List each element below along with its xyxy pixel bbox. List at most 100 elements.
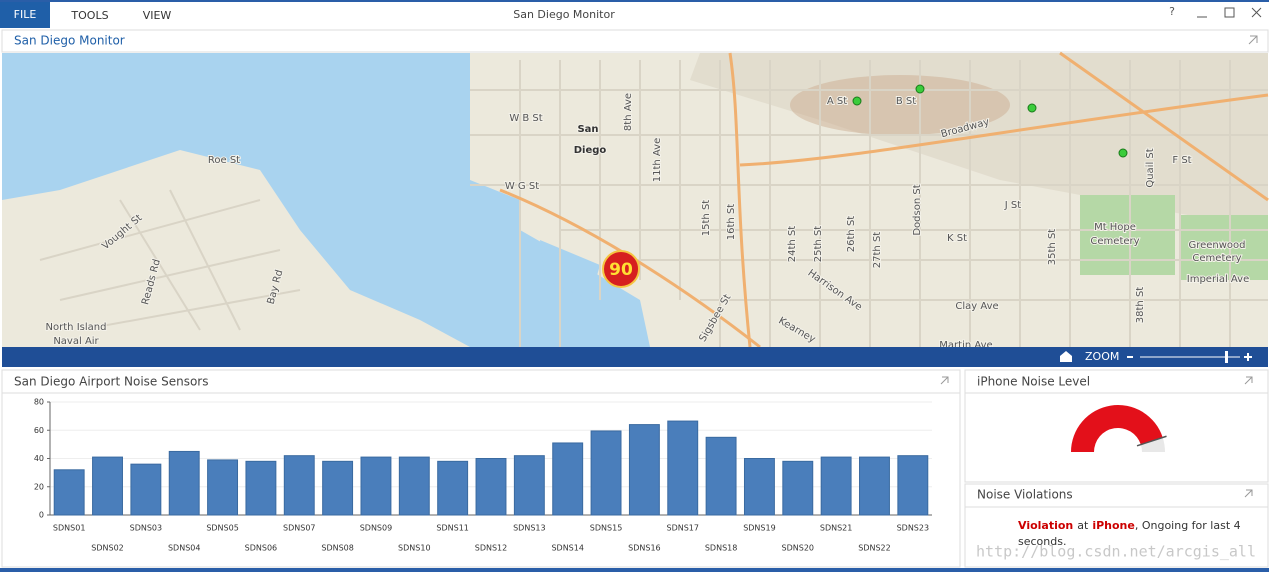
gauge-arc: [1071, 404, 1163, 452]
noise-marker-label: 90: [609, 260, 633, 280]
bar: [743, 458, 775, 516]
map-label: 27th St: [872, 232, 883, 269]
x-tick-label: SDNS19: [743, 524, 775, 533]
bar: [782, 460, 814, 516]
violation-text-2: seconds.: [1018, 535, 1066, 548]
map-park: [1180, 215, 1268, 280]
expand-icon[interactable]: [1244, 376, 1253, 385]
bar: [53, 469, 85, 516]
map-label: Clay Ave: [955, 301, 998, 312]
map-label: Dodson St: [912, 184, 923, 235]
map-highways: [499, 51, 1269, 349]
gauge-title: iPhone Noise Level: [977, 375, 1090, 389]
expand-icon[interactable]: [1244, 489, 1253, 498]
violations-panel: [964, 483, 1269, 568]
violation-word: Violation: [1018, 519, 1073, 532]
map-label: 11th Ave: [652, 138, 663, 183]
bar: [283, 455, 315, 516]
expand-icon[interactable]: [940, 376, 949, 385]
bar: [207, 459, 239, 516]
home-button[interactable]: [1060, 351, 1072, 362]
x-tick-label: SDNS13: [513, 524, 545, 533]
x-tick-label: SDNS04: [168, 544, 200, 553]
map-label: San: [577, 124, 598, 135]
bar: [245, 460, 277, 516]
map-label: K St: [947, 233, 967, 244]
map-title: San Diego Monitor: [14, 34, 125, 48]
x-tick-label: SDNS05: [206, 524, 238, 533]
bar: [475, 458, 507, 516]
zoom-in[interactable]: [1244, 353, 1252, 361]
top-border: [0, 0, 1269, 2]
map-water: [2, 53, 650, 347]
map-label: W G St: [505, 181, 539, 192]
bar: [820, 456, 852, 516]
zoom-thumb[interactable]: [1225, 351, 1228, 363]
map-label: Quail St: [1145, 148, 1156, 187]
map-park: [1080, 195, 1175, 275]
x-tick-label: SDNS12: [475, 544, 507, 553]
bottom-border: [0, 568, 1269, 572]
bar: [628, 424, 660, 516]
y-tick-label: 80: [34, 398, 44, 407]
x-tick-label: SDNS22: [858, 544, 890, 553]
x-tick-label: SDNS20: [782, 544, 814, 553]
violation-device: iPhone: [1092, 519, 1135, 532]
gauge-track: [1140, 437, 1165, 452]
bar: [667, 420, 699, 516]
violations-title: Noise Violations: [977, 488, 1073, 502]
map-label: 15th St: [701, 200, 712, 237]
x-tick-label: SDNS16: [628, 544, 660, 553]
close-button[interactable]: [1251, 7, 1262, 18]
window-title: San Diego Monitor: [513, 8, 615, 21]
map-water: [540, 240, 600, 300]
gauge-value: 90.00: [1101, 439, 1136, 452]
map-label: 35th St: [1047, 229, 1058, 266]
menu-view[interactable]: VIEW: [143, 9, 172, 22]
maximize-button[interactable]: [1224, 7, 1235, 18]
bar: [513, 455, 545, 516]
gauge-needle: [1136, 435, 1167, 447]
map-label: Mt Hope: [1094, 222, 1136, 233]
chart-title: San Diego Airport Noise Sensors: [14, 375, 209, 389]
map-toolbar: [2, 347, 1268, 367]
map-label: B St: [896, 96, 916, 107]
menu-tools[interactable]: TOOLS: [70, 9, 108, 22]
menu-file[interactable]: FILE: [14, 8, 37, 21]
x-tick-label: SDNS15: [590, 524, 622, 533]
bar: [859, 456, 890, 516]
map-label: North Island: [46, 322, 107, 333]
map-label: W B St: [509, 113, 542, 124]
help-button[interactable]: ?: [1169, 5, 1175, 18]
sensor-dots: [852, 84, 1128, 158]
bar: [360, 456, 392, 516]
map-header: [1, 29, 1269, 53]
x-tick-label: SDNS08: [321, 544, 353, 553]
noise-marker[interactable]: [602, 250, 640, 288]
bar: [590, 430, 622, 516]
map-label: 25th St: [813, 226, 824, 263]
map-label: 38th St: [1135, 287, 1146, 324]
map-label: Roe St: [208, 155, 240, 166]
map-label: A St: [827, 96, 847, 107]
x-tick-label: SDNS06: [245, 544, 277, 553]
bar: [897, 455, 929, 516]
watermark: http://blog.csdn.net/arcgis_all: [976, 543, 1256, 561]
x-tick-label: SDNS23: [897, 524, 929, 533]
map-label: 8th Ave: [623, 93, 634, 131]
file-tab[interactable]: [0, 2, 50, 28]
violation-at: at: [1077, 519, 1089, 532]
bar: [322, 460, 354, 516]
x-tick-label: SDNS17: [666, 524, 698, 533]
map-label: 26th St: [846, 216, 857, 253]
expand-icon[interactable]: [1248, 35, 1258, 45]
y-tick-label: 60: [34, 426, 44, 435]
title-bar: [0, 0, 1269, 30]
x-tick-label: SDNS10: [398, 544, 430, 553]
y-tick-label: 20: [34, 482, 44, 491]
violation-message: Violation at iPhone, Ongoing for last 4: [1018, 519, 1241, 532]
bar: [705, 436, 737, 516]
zoom-label: ZOOM: [1085, 350, 1119, 363]
